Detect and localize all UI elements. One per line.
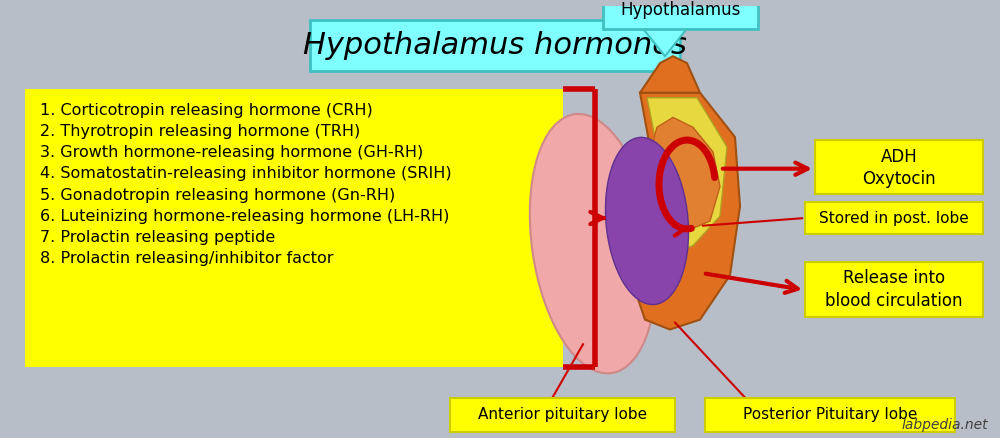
Text: Hypothalamus hormones: Hypothalamus hormones <box>303 31 687 60</box>
Text: Posterior Pituitary lobe: Posterior Pituitary lobe <box>743 407 917 422</box>
Polygon shape <box>643 98 727 255</box>
Text: Release into
blood circulation: Release into blood circulation <box>825 269 963 310</box>
FancyBboxPatch shape <box>805 202 983 234</box>
Ellipse shape <box>605 138 689 304</box>
Polygon shape <box>630 93 740 329</box>
Text: Hypothalamus: Hypothalamus <box>620 1 741 19</box>
Ellipse shape <box>530 114 656 373</box>
Text: 1. Corticotropin releasing hormone (CRH)
2. Thyrotropin releasing hormone (TRH)
: 1. Corticotropin releasing hormone (CRH)… <box>40 102 452 266</box>
Polygon shape <box>640 56 700 93</box>
FancyBboxPatch shape <box>603 0 758 28</box>
FancyBboxPatch shape <box>705 398 955 432</box>
FancyBboxPatch shape <box>450 398 675 432</box>
Text: labpedia.net: labpedia.net <box>901 418 988 432</box>
FancyBboxPatch shape <box>25 89 563 367</box>
FancyBboxPatch shape <box>805 262 983 317</box>
Polygon shape <box>650 117 720 236</box>
FancyBboxPatch shape <box>310 20 680 71</box>
Text: Anterior pituitary lobe: Anterior pituitary lobe <box>478 407 647 422</box>
Polygon shape <box>643 28 687 56</box>
Text: Stored in post. lobe: Stored in post. lobe <box>819 211 969 226</box>
Text: ADH
Oxytocin: ADH Oxytocin <box>862 148 936 188</box>
FancyBboxPatch shape <box>815 140 983 194</box>
